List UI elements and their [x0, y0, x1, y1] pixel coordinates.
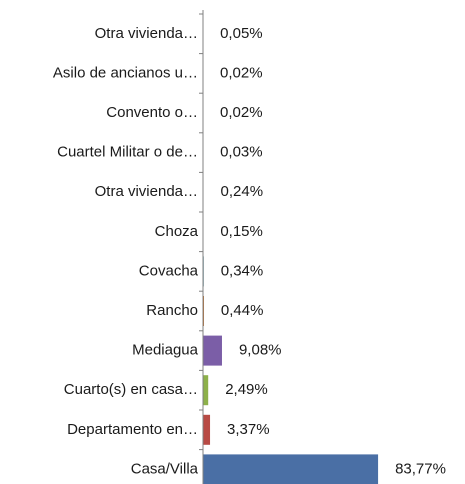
bar	[203, 414, 211, 445]
bar	[203, 375, 209, 406]
category-label: Otra vivienda…	[95, 25, 198, 42]
value-label: 0,05%	[220, 25, 263, 42]
bar	[203, 454, 379, 484]
value-label: 2,49%	[225, 381, 268, 398]
bar	[203, 335, 222, 366]
category-label: Asilo de ancianos u…	[53, 64, 198, 81]
value-label: 0,24%	[221, 183, 264, 200]
value-label: 0,44%	[221, 302, 264, 319]
category-label: Departamento en…	[67, 421, 198, 438]
value-label: 0,34%	[221, 262, 264, 279]
category-label: Covacha	[139, 262, 199, 279]
category-label: Convento o…	[106, 104, 198, 121]
category-label: Choza	[155, 223, 199, 240]
value-label: 0,02%	[220, 104, 263, 121]
value-label: 0,15%	[220, 223, 263, 240]
value-label: 3,37%	[227, 421, 270, 438]
category-label: Otra vivienda…	[95, 183, 198, 200]
category-label: Cuartel Militar o de…	[57, 144, 198, 161]
value-label: 0,02%	[220, 64, 263, 81]
value-label: 83,77%	[395, 460, 446, 477]
category-label: Cuarto(s) en casa…	[64, 381, 198, 398]
category-label: Casa/Villa	[131, 460, 199, 477]
value-label: 9,08%	[239, 342, 282, 359]
value-label: 0,03%	[220, 144, 263, 161]
category-label: Rancho	[146, 302, 198, 319]
category-label: Mediagua	[132, 342, 199, 359]
